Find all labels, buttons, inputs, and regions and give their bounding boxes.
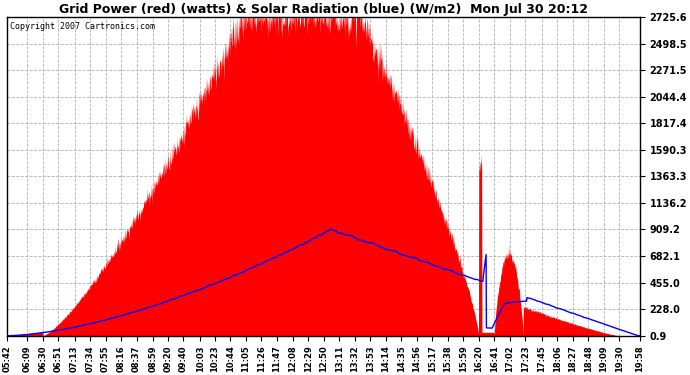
Text: Copyright 2007 Cartronics.com: Copyright 2007 Cartronics.com (10, 22, 155, 31)
Title: Grid Power (red) (watts) & Solar Radiation (blue) (W/m2)  Mon Jul 30 20:12: Grid Power (red) (watts) & Solar Radiati… (59, 3, 588, 16)
